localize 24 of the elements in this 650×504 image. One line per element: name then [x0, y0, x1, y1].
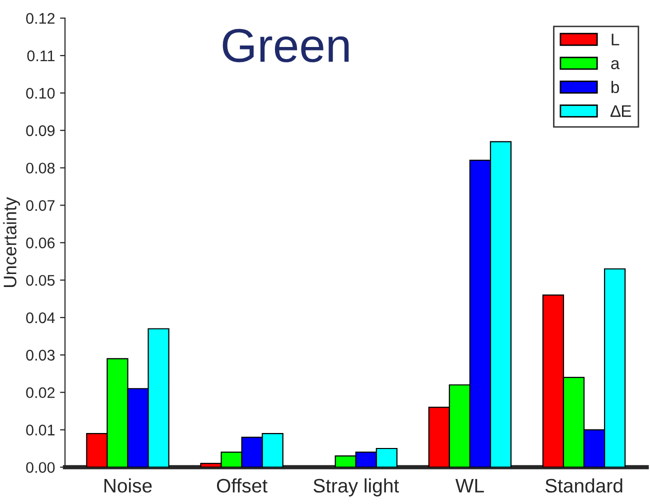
y-tick-label: 0.05: [26, 274, 55, 286]
legend-label: L: [612, 34, 620, 46]
y-tick-label: 0.12: [26, 13, 55, 24]
y-tick-label: 0.01: [26, 424, 55, 436]
x-tick-label: Standard: [545, 478, 622, 493]
x-tick-label: Noise: [104, 478, 152, 493]
y-tick-label: 0.07: [26, 200, 55, 211]
y-tick-label: 0.08: [26, 162, 55, 174]
y-tick-label: 0.02: [26, 387, 55, 398]
y-tick-label: 0.10: [26, 88, 55, 99]
y-tick-label: 0.06: [26, 238, 55, 248]
x-tick-label: Offset: [216, 478, 268, 493]
y-tick-label: 0.11: [27, 50, 55, 62]
y-tick-label: 0.03: [26, 350, 55, 361]
legend-label: ∆E: [610, 105, 632, 117]
legend-label: b: [612, 80, 620, 94]
y-tick-label: 0.00: [26, 462, 55, 473]
y-tick-label: 0.09: [26, 125, 55, 136]
x-tick-label: WL: [455, 479, 484, 492]
y-axis-title: Uncertainty: [3, 197, 20, 287]
chart-title: Green: [222, 28, 349, 62]
y-tick-label: 0.04: [26, 312, 55, 324]
legend-label: a: [611, 60, 620, 70]
x-tick-label: Stray light: [314, 478, 399, 496]
